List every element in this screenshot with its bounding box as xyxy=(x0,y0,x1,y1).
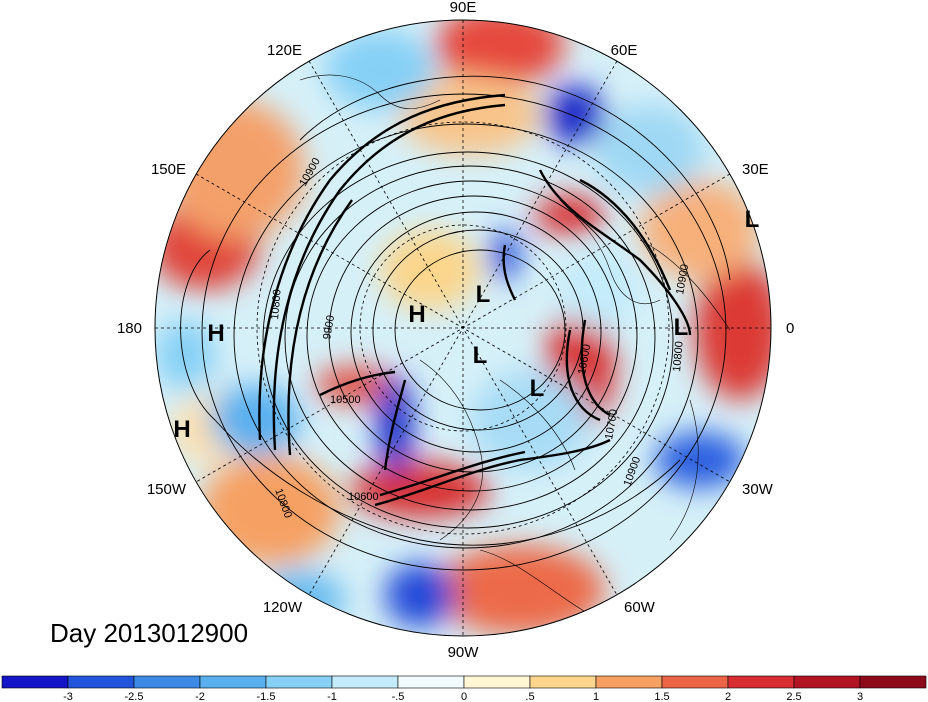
colorbar-swatch xyxy=(793,675,861,689)
colorbar-tick-label: 1 xyxy=(593,691,599,702)
colorbar-tick-label: -.5 xyxy=(392,691,405,702)
latlon-grid xyxy=(155,20,771,636)
colorbar-swatch xyxy=(595,675,663,689)
contour-label: 10800 xyxy=(269,289,284,321)
colorbar-swatch xyxy=(67,675,135,689)
longitude-labels: 90E 60E 30E 0 30W 60W 90W 120W 150W 180 … xyxy=(117,0,794,661)
lon-label-90e: 90E xyxy=(450,0,477,16)
colorbar-tick-label: 2 xyxy=(725,691,731,702)
colorbar-tick-label: 3 xyxy=(857,691,863,702)
lon-label-30w: 30W xyxy=(742,481,774,498)
colorbar-tick-label: 0 xyxy=(461,691,467,702)
colorbar-tick-label: -3 xyxy=(63,691,73,702)
contour-label: 10900 xyxy=(674,263,691,295)
low-marker: L xyxy=(530,375,545,402)
low-marker: L xyxy=(674,314,689,341)
lon-label-120e: 120E xyxy=(267,42,302,59)
low-marker: L xyxy=(476,281,491,308)
colorbar-swatch xyxy=(661,675,729,689)
colorbar-tick-label: 2.5 xyxy=(786,691,801,702)
colorbar-tick-label: -1 xyxy=(327,691,337,702)
map-boundary xyxy=(154,19,772,637)
contour-label: 9900 xyxy=(321,314,337,340)
colorbar-swatch xyxy=(331,675,399,689)
high-marker: H xyxy=(173,416,190,443)
lon-label-0: 0 xyxy=(786,320,794,337)
high-marker: H xyxy=(408,301,425,328)
pressure-markers: H H H L L L L L xyxy=(173,206,759,443)
colorbar-swatch xyxy=(529,675,597,689)
colorbar-swatch xyxy=(463,675,531,689)
lon-label-120w: 120W xyxy=(263,599,303,616)
date-title: Day 2013012900 xyxy=(50,618,249,648)
colorbar-swatch xyxy=(265,675,333,689)
contour-label: 10800 xyxy=(671,341,686,373)
contour-label: 10600 xyxy=(348,491,379,503)
jet-contours xyxy=(258,93,692,507)
contour-label: 10500 xyxy=(330,394,361,406)
lon-label-60e: 60E xyxy=(611,42,638,59)
colorbar-tick-label: -2.5 xyxy=(125,691,144,702)
contour-label: 10600 xyxy=(576,343,593,375)
colorbar-swatch xyxy=(397,675,465,689)
lon-label-180: 180 xyxy=(117,320,142,337)
height-contours xyxy=(180,75,731,571)
colorbar-tick-label: .5 xyxy=(525,691,534,702)
colorbar-swatch xyxy=(133,675,201,689)
lon-label-30e: 30E xyxy=(742,161,769,178)
colorbar-swatch xyxy=(1,675,69,689)
lon-label-60w: 60W xyxy=(624,599,656,616)
colorbar: -3 -2.5 -2 -1.5 -1 -.5 0 .5 1 1.5 2 2.5 3 xyxy=(1,675,927,702)
lon-label-150w: 150W xyxy=(147,481,187,498)
lon-label-150e: 150E xyxy=(151,161,186,178)
lon-label-90w: 90W xyxy=(448,644,480,661)
high-marker: H xyxy=(207,320,224,347)
low-marker: L xyxy=(745,206,760,233)
colorbar-tick-label: -2 xyxy=(195,691,205,702)
colorbar-swatch xyxy=(859,675,927,689)
contour-label: 10700 xyxy=(603,408,620,440)
colorbar-tick-label: -1.5 xyxy=(257,691,276,702)
colorbar-swatch xyxy=(199,675,267,689)
colorbar-swatch xyxy=(727,675,795,689)
low-marker: L xyxy=(473,342,488,369)
colorbar-tick-label: 1.5 xyxy=(654,691,669,702)
